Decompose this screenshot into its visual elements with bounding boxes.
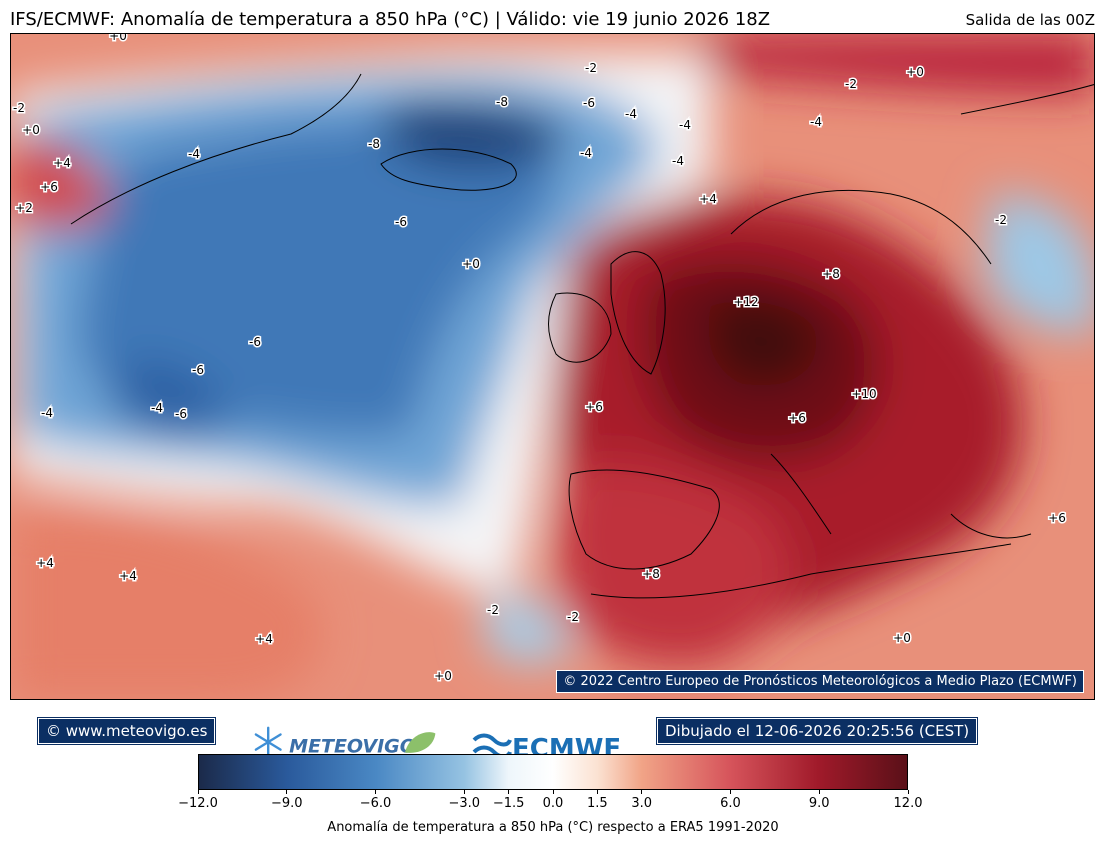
contour-label: -6 — [249, 335, 261, 349]
contour-label: +10 — [851, 387, 876, 401]
contour-label: +8 — [642, 567, 660, 581]
meteovigo-logo: METEOVIGO — [254, 726, 436, 758]
contour-label: +4 — [36, 556, 54, 570]
map-title: IFS/ECMWF: Anomalía de temperatura a 850… — [10, 9, 771, 30]
contour-label: +6 — [40, 180, 58, 194]
contour-label: -2 — [567, 610, 579, 624]
contour-label: +0 — [893, 631, 911, 645]
contour-label: +8 — [822, 267, 840, 281]
contour-label: +0 — [22, 123, 40, 137]
contour-label: +12 — [733, 295, 758, 309]
colorbar-tick-label: −12.0 — [178, 796, 218, 811]
leaf-icon — [405, 732, 436, 753]
contour-label: -2 — [487, 603, 499, 617]
contour-label: +2 — [15, 201, 33, 215]
contour-label: -4 — [41, 406, 53, 420]
contour-label: -4 — [580, 146, 592, 160]
colorbar-tick — [907, 790, 909, 794]
colorbar-tick — [286, 790, 288, 794]
colorbar-tick — [375, 790, 376, 794]
contour-label: -4 — [625, 107, 637, 121]
contour-label: -4 — [151, 401, 163, 415]
contour-label: -4 — [679, 118, 691, 132]
colorbar-tick — [508, 790, 510, 794]
contour-label: +0 — [434, 669, 452, 683]
contour-label: +0 — [109, 34, 127, 43]
forecast-map: +0 -2 -2 -2 -2 -2 -2 -4 -4 -4 -4 -4 -4 -… — [10, 33, 1095, 700]
colorbar-tick-label: −6.0 — [359, 796, 392, 811]
contour-label: -6 — [175, 407, 187, 421]
run-label: Salida de las 00Z — [965, 11, 1095, 29]
colorbar-tick — [197, 790, 199, 794]
colorbar-tick-label: −3.0 — [448, 796, 481, 811]
colorbar-tick-label: 0.0 — [542, 796, 564, 811]
contour-label: -6 — [583, 96, 595, 110]
contour-label: -2 — [995, 213, 1007, 227]
contour-label: +6 — [788, 411, 806, 425]
contour-label: -2 — [585, 61, 597, 75]
colorbar-tick-label: 12.0 — [893, 796, 923, 811]
colorbar-label: Anomalía de temperatura a 850 hPa (°C) r… — [327, 820, 779, 835]
copyright-notice: © 2022 Centro Europeo de Pronósticos Met… — [556, 670, 1084, 693]
contour-label: +4 — [119, 569, 137, 583]
contour-label: +6 — [1048, 511, 1066, 525]
contour-label: -2 — [13, 101, 25, 115]
snowflake-icon — [254, 726, 282, 758]
anomaly-field — [11, 34, 1094, 699]
colorbar — [198, 754, 908, 790]
contour-label-group: +0 -2 -2 -2 -2 -2 -2 -4 -4 -4 -4 -4 -4 -… — [12, 34, 1068, 685]
colorbar-tick-label: 6.0 — [720, 796, 741, 811]
map-canvas: +0 -2 -2 -2 -2 -2 -2 -4 -4 -4 -4 -4 -4 -… — [11, 34, 1094, 699]
contour-label: +4 — [699, 192, 717, 206]
coastlines — [70, 73, 1094, 599]
colorbar-tick — [730, 790, 731, 794]
contour-label: +4 — [255, 632, 273, 646]
contour-label: +0 — [462, 257, 480, 271]
colorbar-tick-label: −1.5 — [492, 796, 525, 811]
contour-label: -6 — [395, 215, 407, 229]
colorbar-tick — [818, 790, 820, 794]
contour-label: -4 — [672, 154, 684, 168]
contour-lines — [30, 92, 1012, 365]
contour-label: -8 — [368, 137, 380, 151]
meteovigo-logo-text: METEOVIGO — [289, 736, 416, 758]
contour-label: -4 — [810, 115, 822, 129]
contour-label: +4 — [53, 156, 71, 170]
website-link[interactable]: © www.meteovigo.es — [36, 717, 217, 745]
contour-label: -2 — [845, 77, 857, 91]
contour-label: -8 — [496, 95, 508, 109]
contour-label: -6 — [192, 363, 204, 377]
contour-label: +6 — [585, 400, 603, 414]
colorbar-tick — [552, 790, 554, 794]
colorbar-ticks: −12.0 −9.0 −6.0 −3.0 −1.5 0.0 1.5 3.0 6.0 9.0 12.0 — [178, 790, 922, 811]
colorbar-tick — [463, 790, 465, 794]
colorbar-tick-label: −9.0 — [270, 796, 303, 811]
colorbar-tick — [596, 790, 598, 794]
contour-label: +0 — [906, 65, 924, 79]
drawn-timestamp: Dibujado el 12-06-2026 20:25:56 (CEST) — [655, 717, 979, 745]
colorbar-tick-label: 1.5 — [587, 796, 608, 811]
colorbar-tick — [641, 790, 643, 794]
contour-label: -4 — [188, 147, 200, 161]
colorbar-tick-label: 9.0 — [808, 796, 830, 811]
colorbar-tick-label: 3.0 — [631, 796, 653, 811]
